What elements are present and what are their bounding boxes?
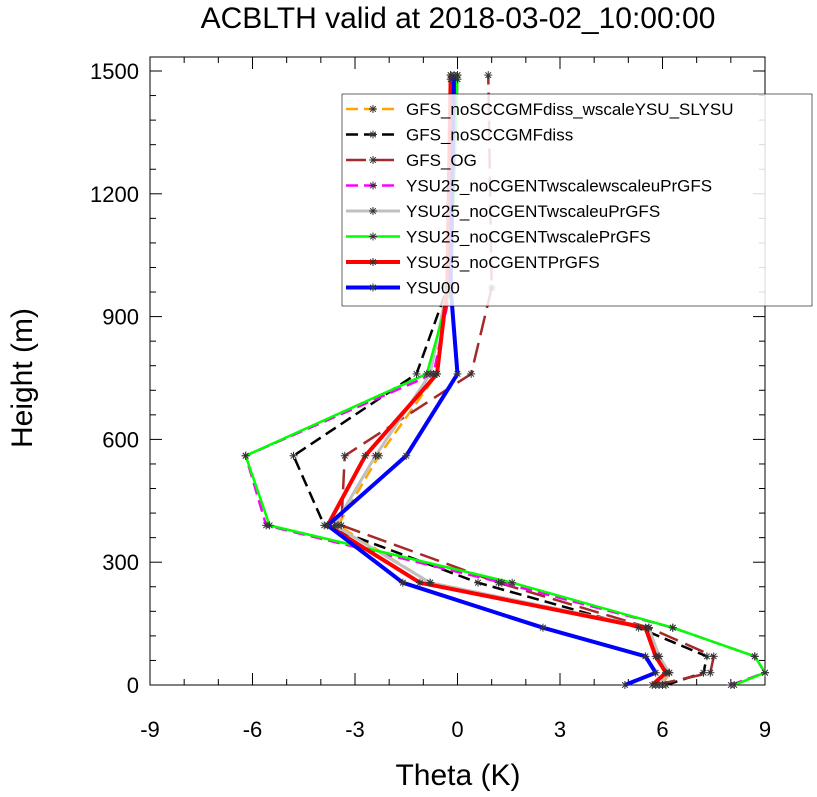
x-tick-label: -6 — [243, 717, 263, 742]
data-point-marker — [265, 521, 274, 530]
data-point-marker — [497, 578, 506, 587]
data-point-marker — [402, 451, 411, 460]
data-point-marker — [730, 681, 739, 689]
data-point-marker — [661, 681, 670, 689]
legend-label: YSU25_noCGENTwscaleuPrGFS — [406, 202, 660, 221]
legend-marker — [369, 283, 377, 292]
x-tick-label: 6 — [656, 717, 668, 742]
x-tick-label: 3 — [554, 717, 566, 742]
x-axis-label: Theta (K) — [395, 759, 520, 792]
data-point-marker — [538, 623, 547, 632]
y-tick-label: 300 — [102, 550, 139, 575]
y-tick-label: 900 — [102, 305, 139, 330]
data-point-marker — [508, 578, 517, 587]
data-point-marker — [709, 652, 718, 661]
y-tick-label: 1500 — [90, 59, 139, 84]
data-point-marker — [750, 652, 759, 661]
data-point-marker — [371, 451, 380, 460]
legend-marker — [369, 181, 377, 190]
data-point-marker — [450, 71, 459, 80]
legend-marker — [369, 105, 377, 113]
data-point-marker — [467, 369, 476, 378]
legend-label: YSU25_noCGENTwscalePrGFS — [406, 228, 651, 247]
data-point-marker — [289, 451, 298, 460]
x-tick-label: -9 — [140, 717, 160, 742]
data-point-marker — [699, 668, 708, 677]
data-point-marker — [337, 521, 346, 530]
data-point-marker — [484, 71, 493, 80]
data-point-marker — [398, 578, 407, 587]
y-tick-label: 0 — [127, 673, 139, 698]
data-point-marker — [433, 369, 441, 378]
data-point-marker — [651, 652, 660, 661]
series-line — [325, 75, 668, 687]
data-point-marker — [661, 668, 670, 677]
legend-label: GFS_noSCCGMFdiss — [406, 126, 573, 145]
x-tick-label: -3 — [345, 717, 365, 742]
legend-label: YSU25_noCGENTwscalewscaleuPrGFS — [406, 177, 712, 196]
x-tick-label: 9 — [759, 717, 771, 742]
data-point-marker — [361, 451, 370, 460]
data-point-marker — [415, 578, 424, 587]
legend-marker — [369, 258, 377, 266]
data-point-marker — [340, 451, 349, 460]
legend-label: GFS_OG — [406, 151, 477, 170]
legend-box — [341, 93, 813, 307]
data-point-marker — [330, 521, 339, 530]
legend-marker — [369, 232, 377, 241]
data-point-marker — [702, 652, 711, 661]
legend-label: YSU00 — [406, 279, 460, 298]
data-point-marker — [474, 578, 482, 587]
legend-marker — [369, 207, 377, 215]
data-point-marker — [655, 681, 664, 689]
y-tick-label: 600 — [102, 427, 139, 452]
y-tick-label: 1200 — [90, 182, 139, 207]
series-line — [325, 75, 658, 687]
data-point-marker — [241, 451, 250, 460]
data-point-marker — [706, 668, 715, 677]
x-tick-label: 0 — [451, 717, 463, 742]
data-point-marker — [641, 652, 650, 661]
data-point-marker — [422, 369, 431, 378]
legend-label: YSU25_noCGENTPrGFS — [406, 253, 600, 272]
legend-marker — [369, 130, 377, 139]
data-point-marker — [412, 369, 421, 378]
y-axis-label: Height (m) — [6, 308, 39, 448]
data-point-marker — [620, 681, 629, 689]
series-line — [292, 79, 709, 687]
legend: GFS_noSCCGMFdiss_wscaleYSU_SLYSU GFS_noSC… — [341, 93, 813, 307]
data-point-marker — [453, 369, 462, 378]
legend-marker — [369, 156, 377, 164]
series-line — [244, 75, 767, 687]
chart-title: ACBLTH valid at 2018-03-02_10:00:00 — [201, 2, 716, 35]
data-point-marker — [648, 681, 657, 689]
data-point-marker — [761, 668, 769, 677]
legend-label: GFS_noSCCGMFdiss_wscaleYSU_SLYSU — [406, 100, 734, 119]
data-point-marker — [634, 623, 643, 632]
data-point-marker — [323, 521, 332, 530]
series-line — [340, 75, 715, 687]
data-point-marker — [668, 623, 677, 632]
data-point-marker — [426, 578, 435, 587]
data-point-marker — [641, 623, 650, 632]
data-point-marker — [651, 668, 660, 677]
